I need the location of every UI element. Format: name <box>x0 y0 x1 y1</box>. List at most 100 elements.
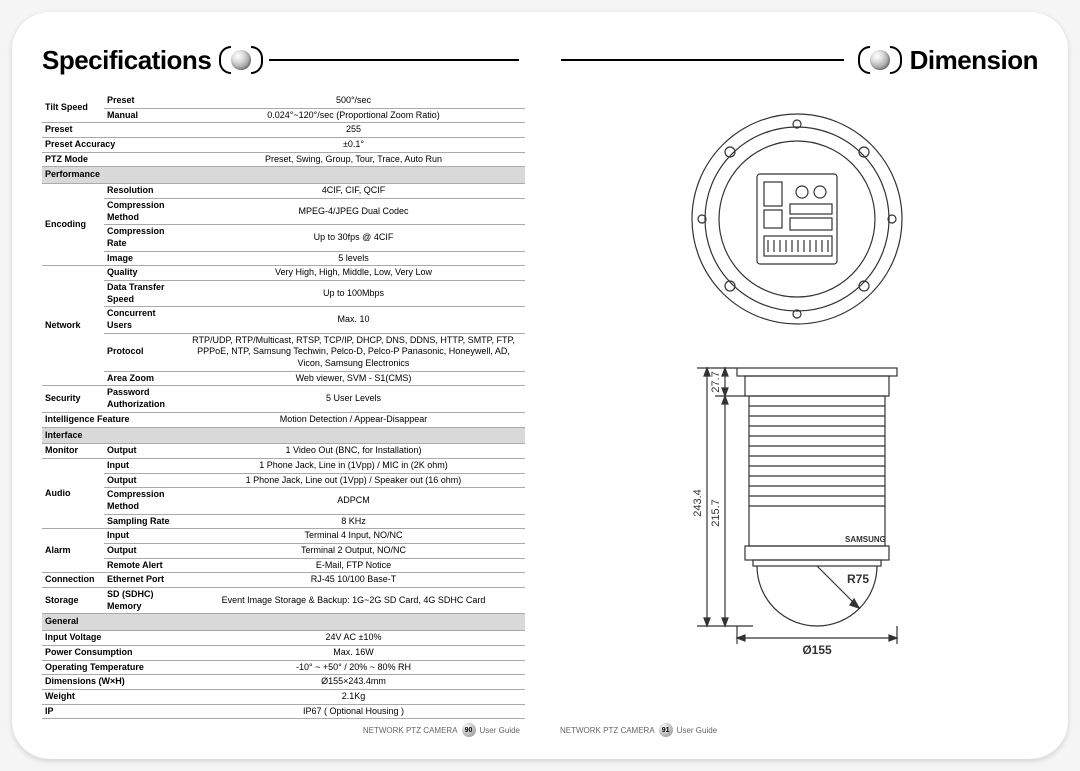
spec-value: Web viewer, SVM - S1(CMS) <box>182 371 525 386</box>
spec-value: Ø155×243.4mm <box>182 675 525 690</box>
spec-row: ProtocolRTP/UDP, RTP/Multicast, RTSP, TC… <box>42 333 525 371</box>
right-page: Dimension <box>540 42 1038 739</box>
spec-label-1: PTZ Mode <box>42 152 182 167</box>
spec-value: 0.024°~120°/sec (Proportional Zoom Ratio… <box>182 108 525 123</box>
spec-label-2: Concurrent Users <box>104 307 182 333</box>
spec-label-2: Remote Alert <box>104 558 182 573</box>
spec-label-1: Input Voltage <box>42 631 182 646</box>
header-rule <box>269 59 519 61</box>
spec-label-2: Data Transfer Speed <box>104 280 182 306</box>
page-spread: Specifications Tilt SpeedPreset500°/secM… <box>12 12 1068 759</box>
logo-text: SAMSUNG <box>845 535 886 544</box>
spec-row: EncodingResolution4CIF, CIF, QCIF <box>42 184 525 199</box>
spec-label-2: Image <box>104 251 182 266</box>
top-view-diagram <box>682 104 912 334</box>
spec-label-1: Preset Accuracy <box>42 138 182 153</box>
spec-value: E-Mail, FTP Notice <box>182 558 525 573</box>
dim-h-flange: 27.7 <box>710 371 722 392</box>
footer-product: NETWORK PTZ CAMERA <box>560 726 655 735</box>
spec-label-2: Sampling Rate <box>104 514 182 529</box>
spec-label-2: Compression Method <box>104 198 182 224</box>
spec-row: Power ConsumptionMax. 16W <box>42 645 525 660</box>
footer-guide: User Guide <box>677 726 717 735</box>
spec-header: Specifications <box>42 42 525 78</box>
spec-value: Event Image Storage & Backup: 1G~2G SD C… <box>182 588 525 614</box>
spec-value: 255 <box>182 123 525 138</box>
sphere-icon <box>231 50 251 70</box>
spec-value: 1 Phone Jack, Line out (1Vpp) / Speaker … <box>182 473 525 488</box>
dim-header: Dimension <box>555 42 1038 78</box>
spec-row: Interface <box>42 427 525 444</box>
spec-value: -10° ~ +50° / 20% ~ 80% RH <box>182 660 525 675</box>
spec-row: IPIP67 ( Optional Housing ) <box>42 704 525 719</box>
spec-row: AudioInput1 Phone Jack, Line in (1Vpp) /… <box>42 458 525 473</box>
sphere-icon <box>870 50 890 70</box>
spec-label-2: Preset <box>104 94 182 108</box>
spec-label-1: IP <box>42 704 182 719</box>
spec-value: 2.1Kg <box>182 689 525 704</box>
spec-label-2: Quality <box>104 266 182 281</box>
spec-value: Up to 30fps @ 4CIF <box>182 225 525 251</box>
spec-value: ADPCM <box>182 488 525 514</box>
spec-row: NetworkQualityVery High, High, Middle, L… <box>42 266 525 281</box>
spec-title: Specifications <box>42 45 211 76</box>
spec-label-2: Input <box>104 458 182 473</box>
dim-h-body: 215.7 <box>710 499 722 527</box>
spec-value: 5 User Levels <box>182 386 525 412</box>
spec-value: MPEG-4/JPEG Dual Codec <box>182 198 525 224</box>
spec-row: Remote AlertE-Mail, FTP Notice <box>42 558 525 573</box>
spec-value: Max. 10 <box>182 307 525 333</box>
spec-row: Sampling Rate8 KHz <box>42 514 525 529</box>
section-header: Interface <box>42 427 525 444</box>
spec-row: StorageSD (SDHC) MemoryEvent Image Stora… <box>42 588 525 614</box>
spec-row: OutputTerminal 2 Output, NO/NC <box>42 544 525 559</box>
spec-row: AlarmInputTerminal 4 Input, NO/NC <box>42 529 525 544</box>
side-view-diagram: SAMSUNG 243.4 215.7 <box>637 358 957 658</box>
spec-value: Terminal 4 Input, NO/NC <box>182 529 525 544</box>
spec-row: Compression MethodMPEG-4/JPEG Dual Codec <box>42 198 525 224</box>
footer-guide: User Guide <box>480 726 520 735</box>
spec-row: MonitorOutput1 Video Out (BNC, for Insta… <box>42 444 525 459</box>
spec-row: Preset Accuracy±0.1° <box>42 138 525 153</box>
paren-close-icon <box>890 46 902 74</box>
spec-label-1: Alarm <box>42 529 104 573</box>
spec-label-2: Output <box>104 544 182 559</box>
spec-row: Area ZoomWeb viewer, SVM - S1(CMS) <box>42 371 525 386</box>
spec-row: General <box>42 614 525 631</box>
spec-label-2: Output <box>104 473 182 488</box>
spec-label-1: Tilt Speed <box>42 94 104 123</box>
spec-value: Up to 100Mbps <box>182 280 525 306</box>
spec-label-2: SD (SDHC) Memory <box>104 588 182 614</box>
spec-label-2: Compression Method <box>104 488 182 514</box>
spec-label-2: Protocol <box>104 333 182 371</box>
spec-row: Dimensions (W×H)Ø155×243.4mm <box>42 675 525 690</box>
spec-row: Output1 Phone Jack, Line out (1Vpp) / Sp… <box>42 473 525 488</box>
spec-label-1: Monitor <box>42 444 104 459</box>
spec-row: Data Transfer SpeedUp to 100Mbps <box>42 280 525 306</box>
dim-diameter: Ø155 <box>802 643 832 657</box>
spec-value: ±0.1° <box>182 138 525 153</box>
header-rule <box>561 59 844 61</box>
spec-row: Input Voltage24V AC ±10% <box>42 631 525 646</box>
spec-label-1: Power Consumption <box>42 645 182 660</box>
spec-label-1: Storage <box>42 588 104 614</box>
spec-value: 24V AC ±10% <box>182 631 525 646</box>
dim-dome-r: R75 <box>847 572 869 586</box>
spec-label-1: Dimensions (W×H) <box>42 675 182 690</box>
dim-h-total: 243.4 <box>692 489 704 517</box>
spec-value: Motion Detection / Appear-Disappear <box>182 412 525 427</box>
spec-label-1: Preset <box>42 123 182 138</box>
paren-close-icon <box>251 46 263 74</box>
spec-value: 5 levels <box>182 251 525 266</box>
spec-value: Max. 16W <box>182 645 525 660</box>
spec-table: Tilt SpeedPreset500°/secManual0.024°~120… <box>42 94 525 719</box>
spec-row: Performance <box>42 167 525 184</box>
spec-label-2: Manual <box>104 108 182 123</box>
spec-value: RJ-45 10/100 Base-T <box>182 573 525 588</box>
dimension-drawings: SAMSUNG 243.4 215.7 <box>555 94 1038 739</box>
spec-row: Concurrent UsersMax. 10 <box>42 307 525 333</box>
spec-label-1: Audio <box>42 458 104 528</box>
spec-label-1: Encoding <box>42 184 104 266</box>
section-header: General <box>42 614 525 631</box>
left-page: Specifications Tilt SpeedPreset500°/secM… <box>42 42 540 739</box>
